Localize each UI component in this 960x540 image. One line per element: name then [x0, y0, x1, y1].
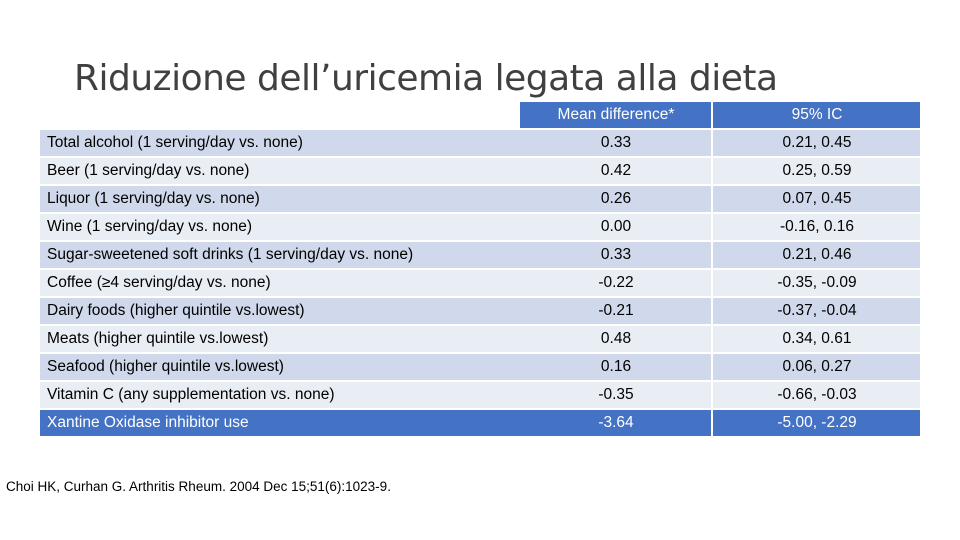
row-confidence-interval: -0.16, 0.16: [713, 214, 920, 240]
header-factor: [40, 102, 520, 128]
row-confidence-interval: 0.21, 0.45: [713, 130, 920, 156]
table-row: Meats (higher quintile vs.lowest) 0.48 0…: [40, 326, 920, 352]
table-row: Total alcohol (1 serving/day vs. none) 0…: [40, 130, 920, 156]
row-mean-difference: 0.00: [520, 214, 713, 240]
row-label: Sugar-sweetened soft drinks (1 serving/d…: [40, 242, 520, 268]
row-mean-difference: 0.16: [520, 354, 713, 380]
row-confidence-interval: 0.21, 0.46: [713, 242, 920, 268]
row-mean-difference: -0.22: [520, 270, 713, 296]
row-label: Beer (1 serving/day vs. none): [40, 158, 520, 184]
row-mean-difference: 0.48: [520, 326, 713, 352]
table-row: Coffee (≥4 serving/day vs. none) -0.22 -…: [40, 270, 920, 296]
row-confidence-interval: 0.06, 0.27: [713, 354, 920, 380]
table-row: Sugar-sweetened soft drinks (1 serving/d…: [40, 242, 920, 268]
row-label: Coffee (≥4 serving/day vs. none): [40, 270, 520, 296]
row-mean-difference: -3.64: [520, 410, 713, 436]
table-row: Wine (1 serving/day vs. none) 0.00 -0.16…: [40, 214, 920, 240]
row-confidence-interval: -5.00, -2.29: [713, 410, 920, 436]
row-mean-difference: 0.33: [520, 242, 713, 268]
row-label: Total alcohol (1 serving/day vs. none): [40, 130, 520, 156]
row-label: Wine (1 serving/day vs. none): [40, 214, 520, 240]
row-confidence-interval: -0.66, -0.03: [713, 382, 920, 408]
table-row: Dairy foods (higher quintile vs.lowest) …: [40, 298, 920, 324]
row-label: Vitamin C (any supplementation vs. none): [40, 382, 520, 408]
row-confidence-interval: -0.37, -0.04: [713, 298, 920, 324]
table-header-row: Mean difference* 95% IC: [40, 102, 920, 128]
header-95-ic: 95% IC: [713, 102, 920, 128]
table-row: Seafood (higher quintile vs.lowest) 0.16…: [40, 354, 920, 380]
citation: Choi HK, Curhan G. Arthritis Rheum. 2004…: [6, 479, 391, 494]
table-row: Vitamin C (any supplementation vs. none)…: [40, 382, 920, 408]
row-label: Seafood (higher quintile vs.lowest): [40, 354, 520, 380]
row-confidence-interval: -0.35, -0.09: [713, 270, 920, 296]
row-label: Xantine Oxidase inhibitor use: [40, 410, 520, 436]
diet-uricemia-table: Mean difference* 95% IC Total alcohol (1…: [40, 100, 920, 438]
row-mean-difference: 0.42: [520, 158, 713, 184]
table-row-highlight: Xantine Oxidase inhibitor use -3.64 -5.0…: [40, 410, 920, 436]
slide-title: Riduzione dell’uricemia legata alla diet…: [74, 58, 778, 99]
row-label: Liquor (1 serving/day vs. none): [40, 186, 520, 212]
row-mean-difference: 0.33: [520, 130, 713, 156]
row-mean-difference: -0.35: [520, 382, 713, 408]
row-confidence-interval: 0.25, 0.59: [713, 158, 920, 184]
header-mean-difference: Mean difference*: [520, 102, 713, 128]
row-confidence-interval: 0.07, 0.45: [713, 186, 920, 212]
table-row: Beer (1 serving/day vs. none) 0.42 0.25,…: [40, 158, 920, 184]
row-label: Dairy foods (higher quintile vs.lowest): [40, 298, 520, 324]
table-row: Liquor (1 serving/day vs. none) 0.26 0.0…: [40, 186, 920, 212]
row-mean-difference: -0.21: [520, 298, 713, 324]
row-mean-difference: 0.26: [520, 186, 713, 212]
row-label: Meats (higher quintile vs.lowest): [40, 326, 520, 352]
row-confidence-interval: 0.34, 0.61: [713, 326, 920, 352]
